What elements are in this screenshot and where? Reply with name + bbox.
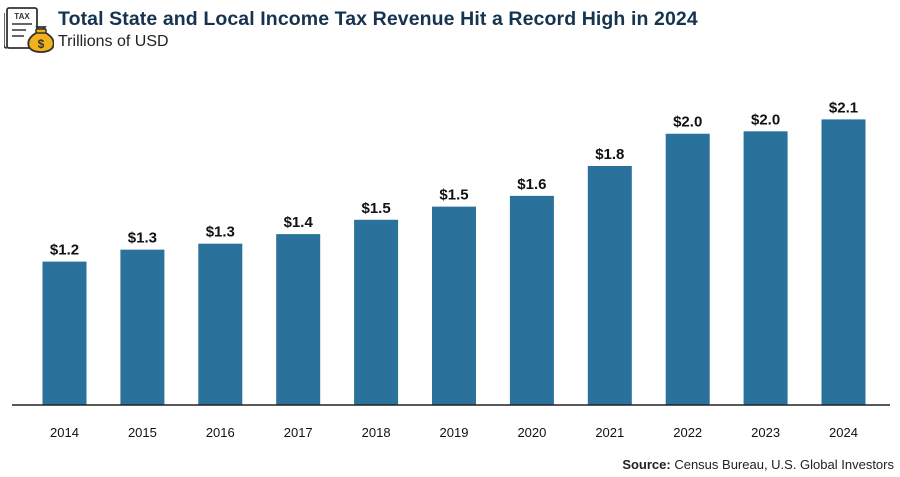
bar-2023 [743, 131, 788, 405]
tax-money-bag-icon: TAX $ [4, 7, 54, 53]
x-tick-2022: 2022 [673, 425, 702, 440]
bar-2024 [821, 119, 866, 406]
bar-2014 [42, 261, 87, 405]
x-tick-2015: 2015 [128, 425, 157, 440]
x-tick-2023: 2023 [751, 425, 780, 440]
x-tick-2017: 2017 [284, 425, 313, 440]
bar-2016 [198, 243, 243, 405]
x-tick-2024: 2024 [829, 425, 858, 440]
chart-subtitle: Trillions of USD [58, 33, 169, 50]
data-label-2017: $1.4 [284, 214, 314, 231]
x-tick-2020: 2020 [517, 425, 546, 440]
bar-2021 [587, 166, 632, 405]
x-tick-2019: 2019 [440, 425, 469, 440]
x-tick-2014: 2014 [50, 425, 79, 440]
bar-2018 [354, 219, 399, 405]
chart-header: TAX $ Total State and Local Income Tax R… [0, 0, 900, 60]
data-label-2019: $1.5 [439, 187, 468, 204]
bar-2019 [432, 206, 476, 405]
bar-2020 [509, 195, 554, 405]
source-label: Source: [622, 457, 671, 472]
data-label-2021: $1.8 [595, 146, 624, 163]
data-label-2024: $2.1 [829, 99, 858, 116]
bar-2015 [120, 249, 165, 405]
page-title: Total State and Local Income Tax Revenue… [58, 8, 698, 30]
svg-text:$: $ [38, 37, 45, 51]
bar-2017 [276, 234, 321, 405]
data-label-2015: $1.3 [128, 230, 157, 247]
x-tick-2021: 2021 [595, 425, 624, 440]
source-text: Census Bureau, U.S. Global Investors [670, 457, 894, 472]
bar-2022 [665, 133, 710, 406]
x-tick-2016: 2016 [206, 425, 235, 440]
x-tick-2018: 2018 [362, 425, 391, 440]
source-note: Source: Census Bureau, U.S. Global Inves… [622, 457, 894, 472]
data-label-2023: $2.0 [751, 111, 780, 128]
data-label-2020: $1.6 [517, 176, 546, 193]
data-label-2018: $1.5 [361, 200, 390, 217]
data-label-2014: $1.2 [50, 242, 79, 259]
data-label-2016: $1.3 [206, 224, 235, 241]
tax-icon-label: TAX [14, 12, 30, 21]
data-label-2022: $2.0 [673, 114, 702, 131]
